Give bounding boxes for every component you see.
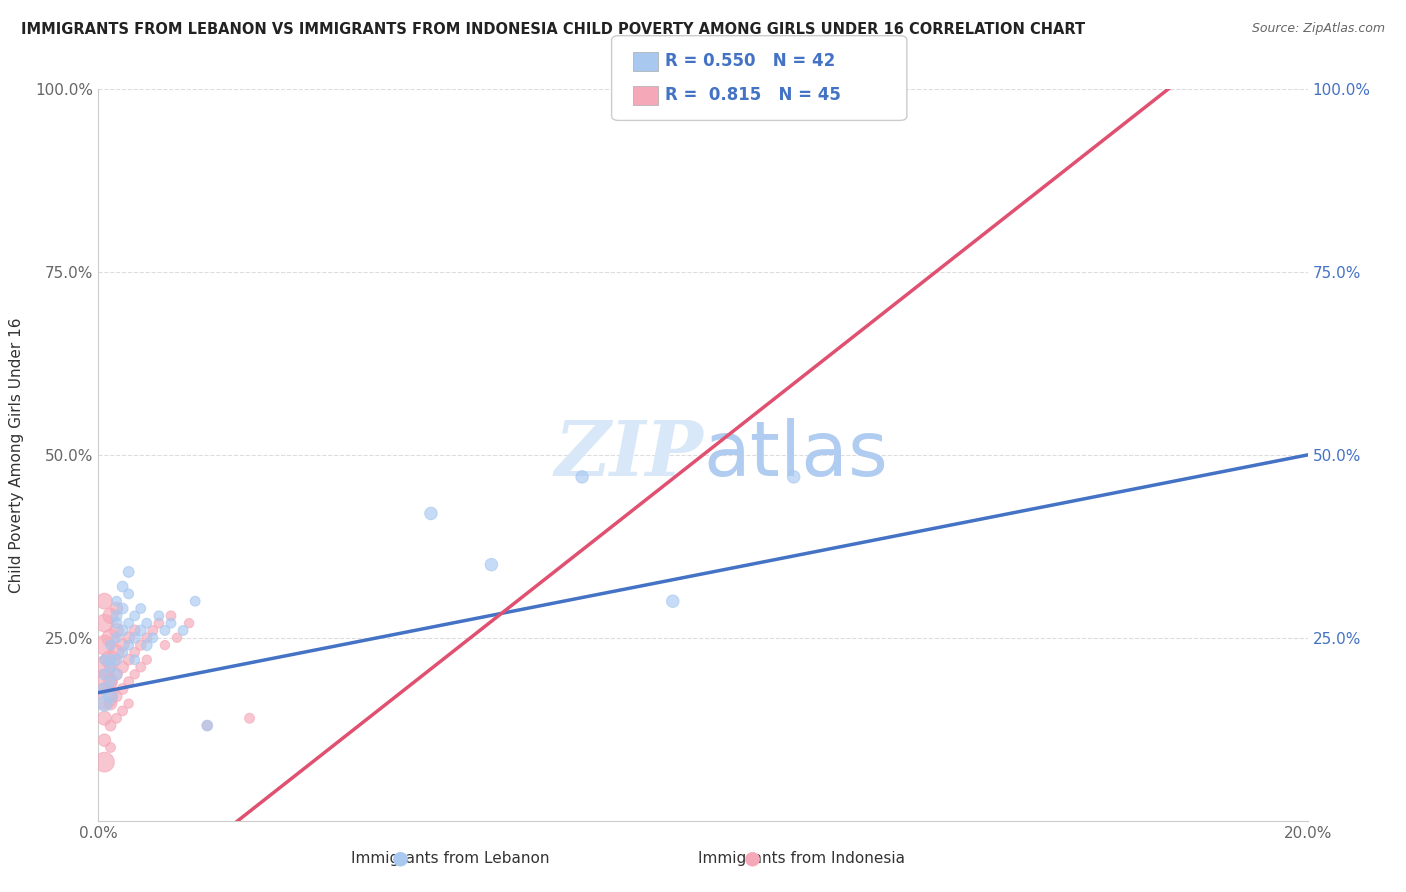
- Point: [105, 667, 128, 681]
- Point: [93, 653, 115, 667]
- Point: [93, 755, 115, 769]
- Point: [100, 653, 122, 667]
- Point: [111, 624, 134, 638]
- Point: [93, 690, 115, 704]
- Point: [111, 645, 134, 659]
- Text: ●: ●: [744, 848, 761, 868]
- Point: [111, 601, 134, 615]
- Point: [118, 616, 141, 631]
- Point: [129, 660, 152, 674]
- Point: [105, 631, 128, 645]
- Point: [93, 697, 115, 711]
- Point: [195, 718, 218, 732]
- Point: [129, 601, 152, 615]
- Text: Source: ZipAtlas.com: Source: ZipAtlas.com: [1251, 22, 1385, 36]
- Point: [783, 470, 806, 484]
- Point: [111, 660, 134, 674]
- Point: [93, 711, 115, 725]
- Point: [105, 653, 128, 667]
- Point: [571, 470, 593, 484]
- Y-axis label: Child Poverty Among Girls Under 16: Child Poverty Among Girls Under 16: [10, 318, 24, 592]
- Point: [118, 697, 141, 711]
- Point: [160, 616, 183, 631]
- Point: [239, 711, 262, 725]
- Point: [105, 608, 128, 623]
- Point: [142, 631, 165, 645]
- Point: [142, 624, 165, 638]
- Point: [118, 565, 141, 579]
- Point: [93, 638, 115, 652]
- Point: [100, 653, 122, 667]
- Point: [148, 608, 170, 623]
- Point: [105, 645, 128, 659]
- Point: [148, 616, 170, 631]
- Point: [195, 718, 218, 732]
- Point: [124, 645, 146, 659]
- Text: ●: ●: [392, 848, 409, 868]
- Point: [124, 653, 146, 667]
- Point: [184, 594, 207, 608]
- Point: [93, 616, 115, 631]
- Text: Immigrants from Lebanon: Immigrants from Lebanon: [350, 851, 550, 865]
- Point: [118, 638, 141, 652]
- Point: [124, 667, 146, 681]
- Point: [100, 740, 122, 755]
- Point: [100, 674, 122, 689]
- Point: [93, 674, 115, 689]
- Point: [100, 638, 122, 652]
- Point: [93, 660, 115, 674]
- Point: [111, 638, 134, 652]
- Text: IMMIGRANTS FROM LEBANON VS IMMIGRANTS FROM INDONESIA CHILD POVERTY AMONG GIRLS U: IMMIGRANTS FROM LEBANON VS IMMIGRANTS FR…: [21, 22, 1085, 37]
- Point: [420, 507, 443, 521]
- Point: [93, 667, 115, 681]
- Point: [135, 638, 157, 652]
- Point: [153, 624, 176, 638]
- Point: [100, 631, 122, 645]
- Point: [179, 616, 201, 631]
- Point: [105, 690, 128, 704]
- Point: [111, 681, 134, 696]
- Point: [135, 631, 157, 645]
- Point: [105, 667, 128, 681]
- Point: [118, 674, 141, 689]
- Text: atlas: atlas: [703, 418, 887, 491]
- Point: [105, 616, 128, 631]
- Point: [135, 616, 157, 631]
- Text: R = 0.550   N = 42: R = 0.550 N = 42: [665, 52, 835, 70]
- Text: Immigrants from Indonesia: Immigrants from Indonesia: [697, 851, 905, 865]
- Point: [111, 704, 134, 718]
- Point: [93, 681, 115, 696]
- Point: [118, 631, 141, 645]
- Point: [105, 601, 128, 615]
- Point: [118, 653, 141, 667]
- Point: [100, 718, 122, 732]
- Point: [481, 558, 503, 572]
- Point: [100, 690, 122, 704]
- Point: [124, 631, 146, 645]
- Point: [124, 624, 146, 638]
- Point: [105, 711, 128, 725]
- Point: [100, 674, 122, 689]
- Point: [129, 624, 152, 638]
- Point: [100, 697, 122, 711]
- Point: [129, 638, 152, 652]
- Point: [105, 624, 128, 638]
- Text: ZIP: ZIP: [554, 418, 703, 491]
- Point: [93, 733, 115, 747]
- Point: [166, 631, 188, 645]
- Point: [93, 594, 115, 608]
- Point: [118, 587, 141, 601]
- Point: [100, 608, 122, 623]
- Point: [172, 624, 194, 638]
- Text: R =  0.815   N = 45: R = 0.815 N = 45: [665, 86, 841, 103]
- Point: [100, 660, 122, 674]
- Point: [105, 594, 128, 608]
- Point: [111, 580, 134, 594]
- Point: [135, 653, 157, 667]
- Point: [124, 608, 146, 623]
- Point: [661, 594, 683, 608]
- Point: [160, 608, 183, 623]
- Point: [153, 638, 176, 652]
